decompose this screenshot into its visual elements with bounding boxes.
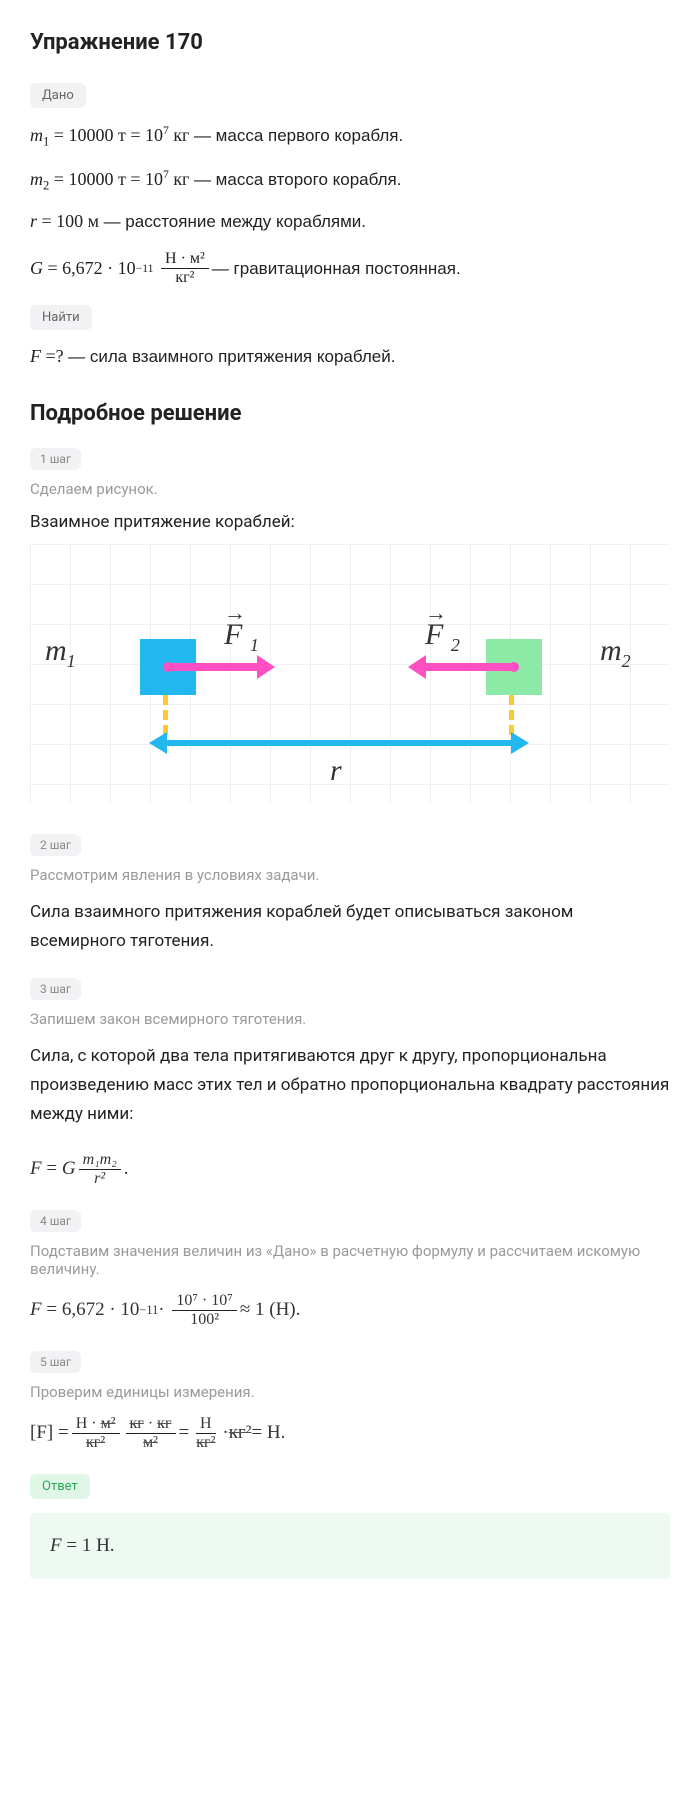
step5-desc: Проверим единицы измерения. bbox=[30, 1383, 670, 1401]
step2-tag: 2 шаг bbox=[30, 834, 81, 856]
step4-tag: 4 шаг bbox=[30, 1210, 81, 1232]
step3-formula: F = G m₁m₂r² . bbox=[30, 1151, 670, 1188]
diagram-force1-arrow bbox=[171, 663, 261, 671]
given-m2: m2 = 10000 т = 107 кг — масса второго ко… bbox=[30, 168, 670, 194]
find-f: F =? — сила взаимного притяжения корабле… bbox=[30, 346, 670, 367]
diagram-label-m1: m1 bbox=[45, 634, 76, 672]
diagram-r-arrow bbox=[165, 740, 513, 746]
diagram-title: Взаимное притяжение кораблей: bbox=[30, 512, 670, 532]
answer-tag: Ответ bbox=[30, 1474, 90, 1499]
find-tag: Найти bbox=[30, 305, 92, 330]
diagram-force2-arrow bbox=[422, 663, 512, 671]
given-r: r = 100 м — расстояние между кораблями. bbox=[30, 211, 670, 232]
given-m1: m1 = 10000 т = 107 кг — масса первого ко… bbox=[30, 124, 670, 150]
step5-formula: [F] = Н · м²кг² кг · кгм² = Нкг² · кг² =… bbox=[30, 1415, 670, 1452]
step3-desc: Запишем закон всемирного тяготения. bbox=[30, 1010, 670, 1028]
step1-desc: Сделаем рисунок. bbox=[30, 480, 670, 498]
diagram-dash2 bbox=[509, 695, 514, 735]
diagram: m1 m2 F 1 F 2 r bbox=[30, 544, 670, 804]
step3-tag: 3 шаг bbox=[30, 978, 81, 1000]
given-g: G = 6,672 · 10−11 Н · м²кг² — гравитацио… bbox=[30, 250, 670, 287]
diagram-label-m2: m2 bbox=[600, 634, 631, 672]
step2-desc: Рассмотрим явления в условиях задачи. bbox=[30, 866, 670, 884]
step1-tag: 1 шаг bbox=[30, 448, 81, 470]
diagram-label-r: r bbox=[330, 754, 342, 788]
step5-tag: 5 шаг bbox=[30, 1351, 81, 1373]
diagram-label-f2: F 2 bbox=[425, 618, 460, 656]
step3-text: Сила, с которой два тела притягиваются д… bbox=[30, 1042, 670, 1129]
step2-text: Сила взаимного притяжения кораблей будет… bbox=[30, 898, 670, 956]
diagram-dash1 bbox=[163, 695, 168, 735]
step4-desc: Подставим значения величин из «Дано» в р… bbox=[30, 1242, 670, 1278]
solution-title: Подробное решение bbox=[30, 401, 670, 426]
exercise-title: Упражнение 170 bbox=[30, 30, 670, 55]
step4-formula: F = 6,672 · 10−11 · 10⁷ · 10⁷100² ≈ 1 (Н… bbox=[30, 1292, 670, 1329]
diagram-label-f1: F 1 bbox=[224, 618, 259, 656]
given-tag: Дано bbox=[30, 83, 86, 108]
answer-box: F = 1 Н. bbox=[30, 1513, 670, 1579]
